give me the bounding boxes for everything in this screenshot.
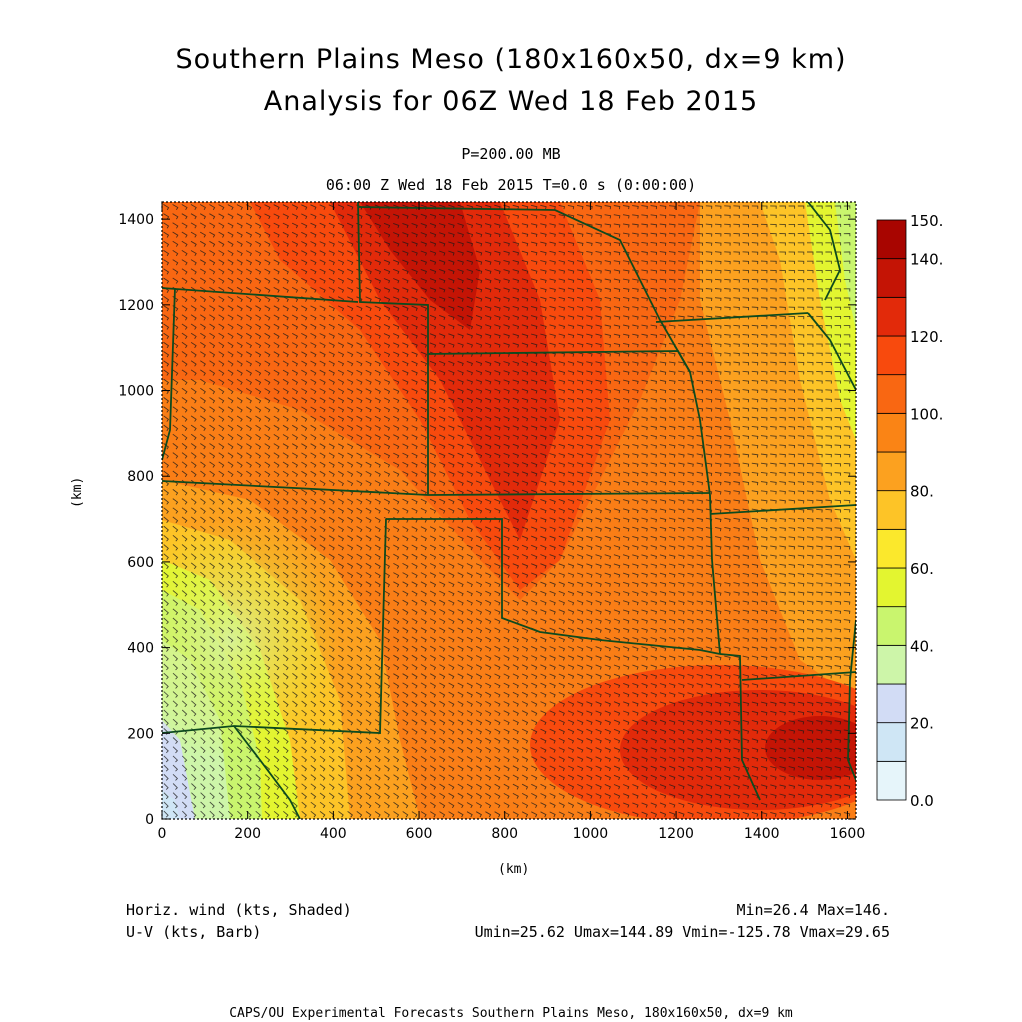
colorbar-segment <box>876 644 907 685</box>
colorbar-segment <box>876 451 907 492</box>
barb-glyphs <box>163 204 851 818</box>
nv-ut-border <box>162 287 176 461</box>
colorbar-label: 20. <box>910 715 934 733</box>
colorbar-segment <box>876 296 907 337</box>
wind-barbs <box>163 204 851 818</box>
y-tick-label: 800 <box>127 469 154 485</box>
uv-stats: Umin=25.62 Umax=144.89 Vmin=-125.78 Vmax… <box>474 923 890 941</box>
ar-la-border <box>741 671 856 681</box>
colorbar-label: 60. <box>910 560 934 578</box>
x-tick-label: 1400 <box>744 826 780 842</box>
mississippi-river <box>807 312 856 391</box>
mn-wi-border <box>807 202 841 301</box>
y-tick-label: 1000 <box>118 384 154 400</box>
colorbar-label: 100. <box>910 405 943 423</box>
x-tick-label: 200 <box>234 826 261 842</box>
state-borders <box>162 202 856 819</box>
y-tick-label: 400 <box>127 641 154 657</box>
ok-ar-border <box>709 494 721 655</box>
ne-border <box>357 206 711 496</box>
valid-time: 06:00 Z Wed 18 Feb 2015 T=0.0 s (0:00:00… <box>325 176 697 194</box>
colorbar-label: 80. <box>910 483 934 501</box>
colorbar: 0.0 20. 40. 60. 80. 100. 120. 140. 150. <box>876 212 943 810</box>
pressure-level: P=200.00 MB <box>461 145 561 163</box>
shaded-field-label: Horiz. wind (kts, Shaded) <box>126 901 352 919</box>
wy-co-border <box>357 202 429 495</box>
x-tick-label: 1600 <box>830 826 866 842</box>
x-tick-label: 1200 <box>658 826 694 842</box>
ms-river-south <box>847 619 856 781</box>
x-axis-label: (km) <box>498 862 530 877</box>
mo-ar-border <box>709 504 856 515</box>
colorbar-segment <box>876 606 907 646</box>
ia-mo-border <box>655 312 809 323</box>
colorbar-segment <box>876 258 907 298</box>
min-max-stats: Min=26.4 Max=146. <box>736 901 890 919</box>
plot-subtitle: Analysis for 06Z Wed 18 Feb 2015 <box>263 86 759 117</box>
footer-credit: CAPS/OU Experimental Forecasts Southern … <box>229 1006 793 1021</box>
nm-tx-border <box>162 518 387 734</box>
plot-frame <box>161 201 857 820</box>
y-tick-label: 1200 <box>118 298 154 314</box>
x-tick-label: 800 <box>491 826 518 842</box>
barb-field-label: U-V (kts, Barb) <box>126 923 262 941</box>
colorbar-segment <box>876 567 907 608</box>
rio-grande <box>233 725 301 819</box>
x-tick-label: 400 <box>320 826 347 842</box>
ok-border <box>386 518 721 655</box>
colorbar-segment <box>876 722 907 762</box>
colorbar-segment <box>876 683 907 724</box>
colorbar-segment <box>876 219 907 260</box>
y-tick-label: 1400 <box>118 212 154 228</box>
y-tick-label: 600 <box>127 555 154 571</box>
colorbar-segment <box>876 412 907 453</box>
colorbar-segment <box>876 335 907 376</box>
colorbar-segment <box>876 528 907 569</box>
colorbar-label: 140. <box>910 251 943 269</box>
x-tick-label: 0 <box>158 826 167 842</box>
colorbar-label: 0.0 <box>910 792 934 810</box>
plot-title: Southern Plains Meso (180x160x50, dx=9 k… <box>175 44 847 75</box>
x-axis: 0 200 400 600 800 1000 1200 1400 1600 <box>158 202 866 842</box>
colorbar-segment <box>876 374 907 414</box>
x-tick-label: 1000 <box>573 826 609 842</box>
y-tick-label: 0 <box>145 812 154 828</box>
x-tick-label: 600 <box>406 826 433 842</box>
colorbar-label: 40. <box>910 637 934 655</box>
tx-la-border <box>719 653 761 801</box>
co-nm-border <box>162 480 711 496</box>
y-axis-label: (km) <box>70 476 85 508</box>
colorbar-label: 120. <box>910 328 943 346</box>
colorbar-label: 150. <box>910 212 943 230</box>
colorbar-segment <box>876 490 907 530</box>
y-axis: 0 200 400 600 800 1000 1200 1400 <box>118 212 856 828</box>
colorbar-segment <box>876 760 907 801</box>
ut-wy-border <box>162 287 359 303</box>
y-tick-label: 200 <box>127 726 154 742</box>
